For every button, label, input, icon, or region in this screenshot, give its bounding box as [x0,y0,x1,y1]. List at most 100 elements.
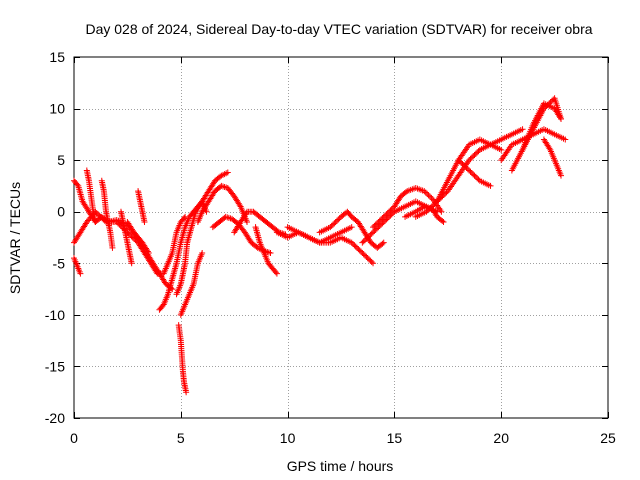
series-track-x [434,126,526,205]
data-point [558,172,565,179]
data-point [367,231,374,238]
data-point [460,162,467,169]
data-point [272,269,279,276]
data-point [364,255,371,262]
data-point [424,190,431,197]
data-point [362,252,369,259]
data-point [455,157,462,164]
data-point [372,221,379,228]
data-point [424,207,431,214]
data-point [159,302,166,309]
data-point [95,211,102,218]
axis-ticks: 0 5 10 15 20 25 15 10 5 0 -5 -10 -15 -20 [45,49,616,446]
data-point [425,192,432,199]
data-point [348,239,355,246]
data-point [372,226,379,233]
data-point [471,172,478,179]
data-point [360,238,367,245]
series-track-l [177,249,206,318]
y-tick-label: -15 [45,358,65,374]
series-track-m [194,182,251,226]
data-point [487,182,494,189]
data-point [127,231,134,238]
data-point [471,151,478,158]
series-track-g [135,188,148,226]
series-track-ab [519,100,565,153]
chart-title: Day 028 of 2024, Sidereal Day-to-day VTE… [85,21,592,37]
data-point [431,200,438,207]
data-point [374,225,381,232]
data-point [376,217,383,224]
data-point [236,202,243,209]
data-point [440,219,447,226]
series-track-p [252,224,280,277]
x-tick-label: 5 [177,430,185,446]
data-point [434,198,441,205]
series-track-j [173,169,231,298]
data-point [562,136,569,143]
data-point [327,224,334,231]
data-point [359,239,366,246]
data-point [548,97,555,104]
data-point [141,219,148,226]
data-point [474,175,481,182]
data-point [244,219,251,226]
data-point [387,207,394,214]
data-point [438,208,445,215]
data-point [367,257,374,264]
data-point [335,216,342,223]
data-point [379,240,386,247]
data-point [498,146,505,153]
data-point [359,249,366,256]
data-point [426,206,433,213]
data-point [384,215,391,222]
data-point [459,161,466,168]
x-tick-label: 20 [493,430,509,446]
data-point [430,202,437,209]
data-point [422,189,429,196]
data-point [421,188,428,195]
data-point [368,230,375,237]
x-tick-label: 25 [600,430,616,446]
data-point [388,211,395,218]
x-axis-label: GPS time / hours [287,458,394,474]
series-track-b [71,255,84,277]
data-point [386,213,393,220]
y-tick-label: 10 [49,101,65,117]
data-point [371,228,378,235]
y-axis-label: SDTVAR / TECUs [7,182,23,294]
data-point [363,253,370,260]
series-track-u [370,184,445,231]
data-point [371,222,378,229]
data-point [379,215,386,222]
data-point [386,208,393,215]
data-point [466,157,473,164]
data-point [224,169,231,176]
data-point [355,246,362,253]
data-point [519,126,526,133]
data-point [370,260,377,267]
data-point [363,235,370,242]
data-point [382,217,389,224]
data-point [370,229,377,236]
data-point [546,145,553,152]
data-point [475,176,482,183]
data-point [328,222,335,229]
x-tick-label: 15 [387,430,403,446]
data-point [435,197,442,204]
y-tick-label: -10 [45,307,65,323]
data-point [333,217,340,224]
series-track-d [83,167,99,226]
data-point [458,159,465,166]
data-series [71,95,569,396]
data-point [332,219,339,226]
series-track-y [455,157,494,189]
data-point [380,219,387,226]
data-point [428,203,435,210]
data-point [379,220,386,227]
data-point [362,237,369,244]
series-track-f [117,208,135,267]
data-point [354,244,361,251]
data-point [378,216,385,223]
